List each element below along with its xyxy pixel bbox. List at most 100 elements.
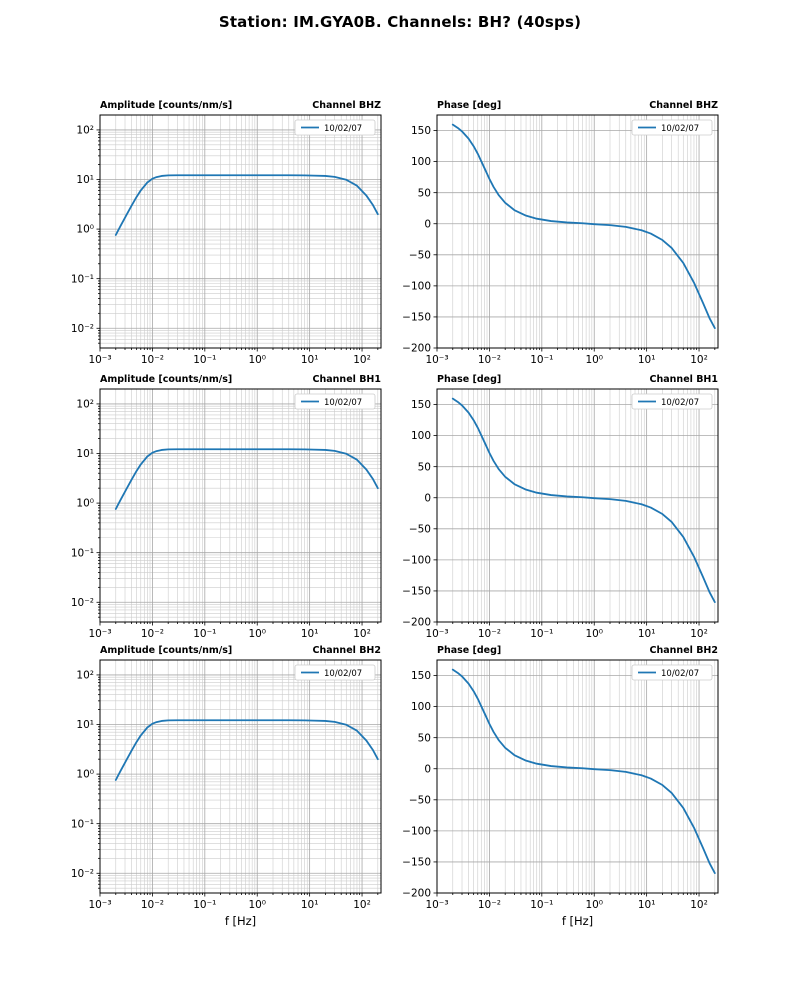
subplot-amplitude-bh2: Amplitude [counts/nm/s] Channel BH2 10⁻³… [40,638,396,916]
svg-text:10⁰: 10⁰ [248,628,266,640]
svg-text:10⁻³: 10⁻³ [425,354,448,366]
svg-text:10⁻¹: 10⁻¹ [530,899,553,911]
svg-text:10²: 10² [690,354,708,366]
svg-text:10⁻¹: 10⁻¹ [530,354,553,366]
svg-text:10¹: 10¹ [638,899,656,911]
svg-text:50: 50 [418,187,431,199]
channel-label-bhz: Channel BHZ [649,100,718,111]
svg-text:10⁻³: 10⁻³ [425,899,448,911]
svg-text:10/02/07: 10/02/07 [661,398,699,408]
phase-axis-title: Phase [deg] [437,374,502,385]
x-axis-label-left: f [Hz] [224,914,257,928]
svg-text:10⁻³: 10⁻³ [88,354,111,366]
svg-text:10⁰: 10⁰ [76,224,94,236]
svg-text:10⁰: 10⁰ [585,354,603,366]
plot-canvas-amplitude-bhz: 10⁻³ 10⁻² 10⁻¹ 10⁰ 10¹ 10² 10⁻² 10⁻¹ 10⁰ 10¹ 10² 10… [71,114,382,366]
svg-text:0: 0 [424,218,431,230]
svg-text:−100: −100 [402,825,431,837]
svg-text:10⁻¹: 10⁻¹ [71,273,94,285]
svg-text:10⁻²: 10⁻² [478,899,501,911]
svg-text:10¹: 10¹ [638,628,656,640]
svg-text:10⁻¹: 10⁻¹ [71,547,94,559]
svg-text:10²: 10² [76,125,94,137]
svg-text:10⁻²: 10⁻² [141,354,164,366]
svg-text:50: 50 [418,461,431,473]
plot-canvas-phase-bhz: 10⁻³ 10⁻² 10⁻¹ 10⁰ 10¹ 10² −200 −150 −100 −50 0 50 1… [402,114,719,366]
channel-label-bh1: Channel BH1 [649,374,718,385]
svg-text:10²: 10² [353,628,371,640]
phase-axis-title: Phase [deg] [437,645,502,656]
svg-text:10⁻²: 10⁻² [71,868,94,880]
svg-text:10⁻³: 10⁻³ [88,899,111,911]
svg-text:10⁻¹: 10⁻¹ [193,899,216,911]
svg-text:−200: −200 [402,888,431,900]
svg-text:−200: −200 [402,617,431,629]
channel-label-bh2: Channel BH2 [649,645,718,656]
svg-text:10⁻³: 10⁻³ [88,628,111,640]
subplot-amplitude-bh1: Amplitude [counts/nm/s] Channel BH1 10⁻³… [40,367,396,645]
svg-text:10/02/07: 10/02/07 [661,124,699,134]
channel-label-bh2: Channel BH2 [312,645,381,656]
svg-text:10/02/07: 10/02/07 [661,669,699,679]
svg-text:10⁰: 10⁰ [248,354,266,366]
svg-text:10⁻²: 10⁻² [141,628,164,640]
svg-text:0: 0 [424,492,431,504]
svg-text:10²: 10² [353,899,371,911]
phase-axis-title: Phase [deg] [437,100,502,111]
svg-text:−200: −200 [402,343,431,355]
svg-text:10⁻¹: 10⁻¹ [193,354,216,366]
svg-text:100: 100 [411,701,431,713]
svg-text:10¹: 10¹ [76,448,94,460]
x-axis-label-right: f [Hz] [561,914,594,928]
svg-text:10¹: 10¹ [76,719,94,731]
svg-text:150: 150 [411,125,431,137]
svg-text:10/02/07: 10/02/07 [324,124,362,134]
subplot-phase-bh1: Phase [deg] Channel BH1 10⁻³ 10⁻² 10⁻¹ 10⁰ 1… [377,367,733,645]
svg-text:10²: 10² [76,670,94,682]
svg-text:10²: 10² [690,899,708,911]
svg-text:10¹: 10¹ [76,174,94,186]
svg-text:10²: 10² [76,399,94,411]
svg-text:10⁻²: 10⁻² [478,628,501,640]
svg-text:10⁰: 10⁰ [76,769,94,781]
subplot-amplitude-bhz: Amplitude [counts/nm/s] Channel BHZ 10⁻³… [40,93,396,371]
svg-text:150: 150 [411,670,431,682]
svg-text:−50: −50 [409,249,431,261]
svg-text:10⁻²: 10⁻² [478,354,501,366]
plot-canvas-phase-bh1: 10⁻³ 10⁻² 10⁻¹ 10⁰ 10¹ 10² −200 −150 −100 −50 0 50 1… [402,388,719,640]
svg-text:10⁻²: 10⁻² [71,323,94,335]
svg-text:−100: −100 [402,280,431,292]
plot-canvas-amplitude-bh2: 10⁻³ 10⁻² 10⁻¹ 10⁰ 10¹ 10² 10⁻² 10⁻¹ 10⁰ 10¹ 10² 10… [71,659,382,911]
svg-text:10⁻²: 10⁻² [141,899,164,911]
plot-canvas-phase-bh2: 10⁻³ 10⁻² 10⁻¹ 10⁰ 10¹ 10² −200 −150 −100 −50 0 50 1… [402,659,719,911]
subplot-phase-bh2: Phase [deg] Channel BH2 10⁻³ 10⁻² 10⁻¹ 10⁰ 1… [377,638,733,916]
channel-label-bhz: Channel BHZ [312,100,381,111]
svg-text:−50: −50 [409,523,431,535]
channel-label-bh1: Channel BH1 [312,374,381,385]
svg-text:10⁰: 10⁰ [248,899,266,911]
svg-text:100: 100 [411,430,431,442]
svg-text:10⁰: 10⁰ [585,628,603,640]
svg-text:10⁻²: 10⁻² [71,597,94,609]
svg-text:10⁰: 10⁰ [585,899,603,911]
svg-text:10¹: 10¹ [638,354,656,366]
svg-text:100: 100 [411,156,431,168]
svg-text:10²: 10² [353,354,371,366]
svg-text:10⁻¹: 10⁻¹ [193,628,216,640]
svg-text:10⁻¹: 10⁻¹ [530,628,553,640]
subplot-phase-bhz: Phase [deg] Channel BHZ 10⁻³ 10⁻² 10⁻¹ 10⁰ 1… [377,93,733,371]
amplitude-axis-title: Amplitude [counts/nm/s] [100,374,233,385]
svg-text:−150: −150 [402,586,431,598]
svg-text:10⁻¹: 10⁻¹ [71,818,94,830]
plot-canvas-amplitude-bh1: 10⁻³ 10⁻² 10⁻¹ 10⁰ 10¹ 10² 10⁻² 10⁻¹ 10⁰ 10¹ 10² 10… [71,388,382,640]
amplitude-axis-title: Amplitude [counts/nm/s] [100,645,233,656]
svg-text:150: 150 [411,399,431,411]
amplitude-axis-title: Amplitude [counts/nm/s] [100,100,233,111]
svg-text:10¹: 10¹ [301,354,319,366]
figure-title: Station: IM.GYA0B. Channels: BH? (40sps) [218,13,582,31]
svg-text:−150: −150 [402,312,431,324]
svg-text:0: 0 [424,763,431,775]
svg-text:10²: 10² [690,628,708,640]
svg-text:10⁻³: 10⁻³ [425,628,448,640]
